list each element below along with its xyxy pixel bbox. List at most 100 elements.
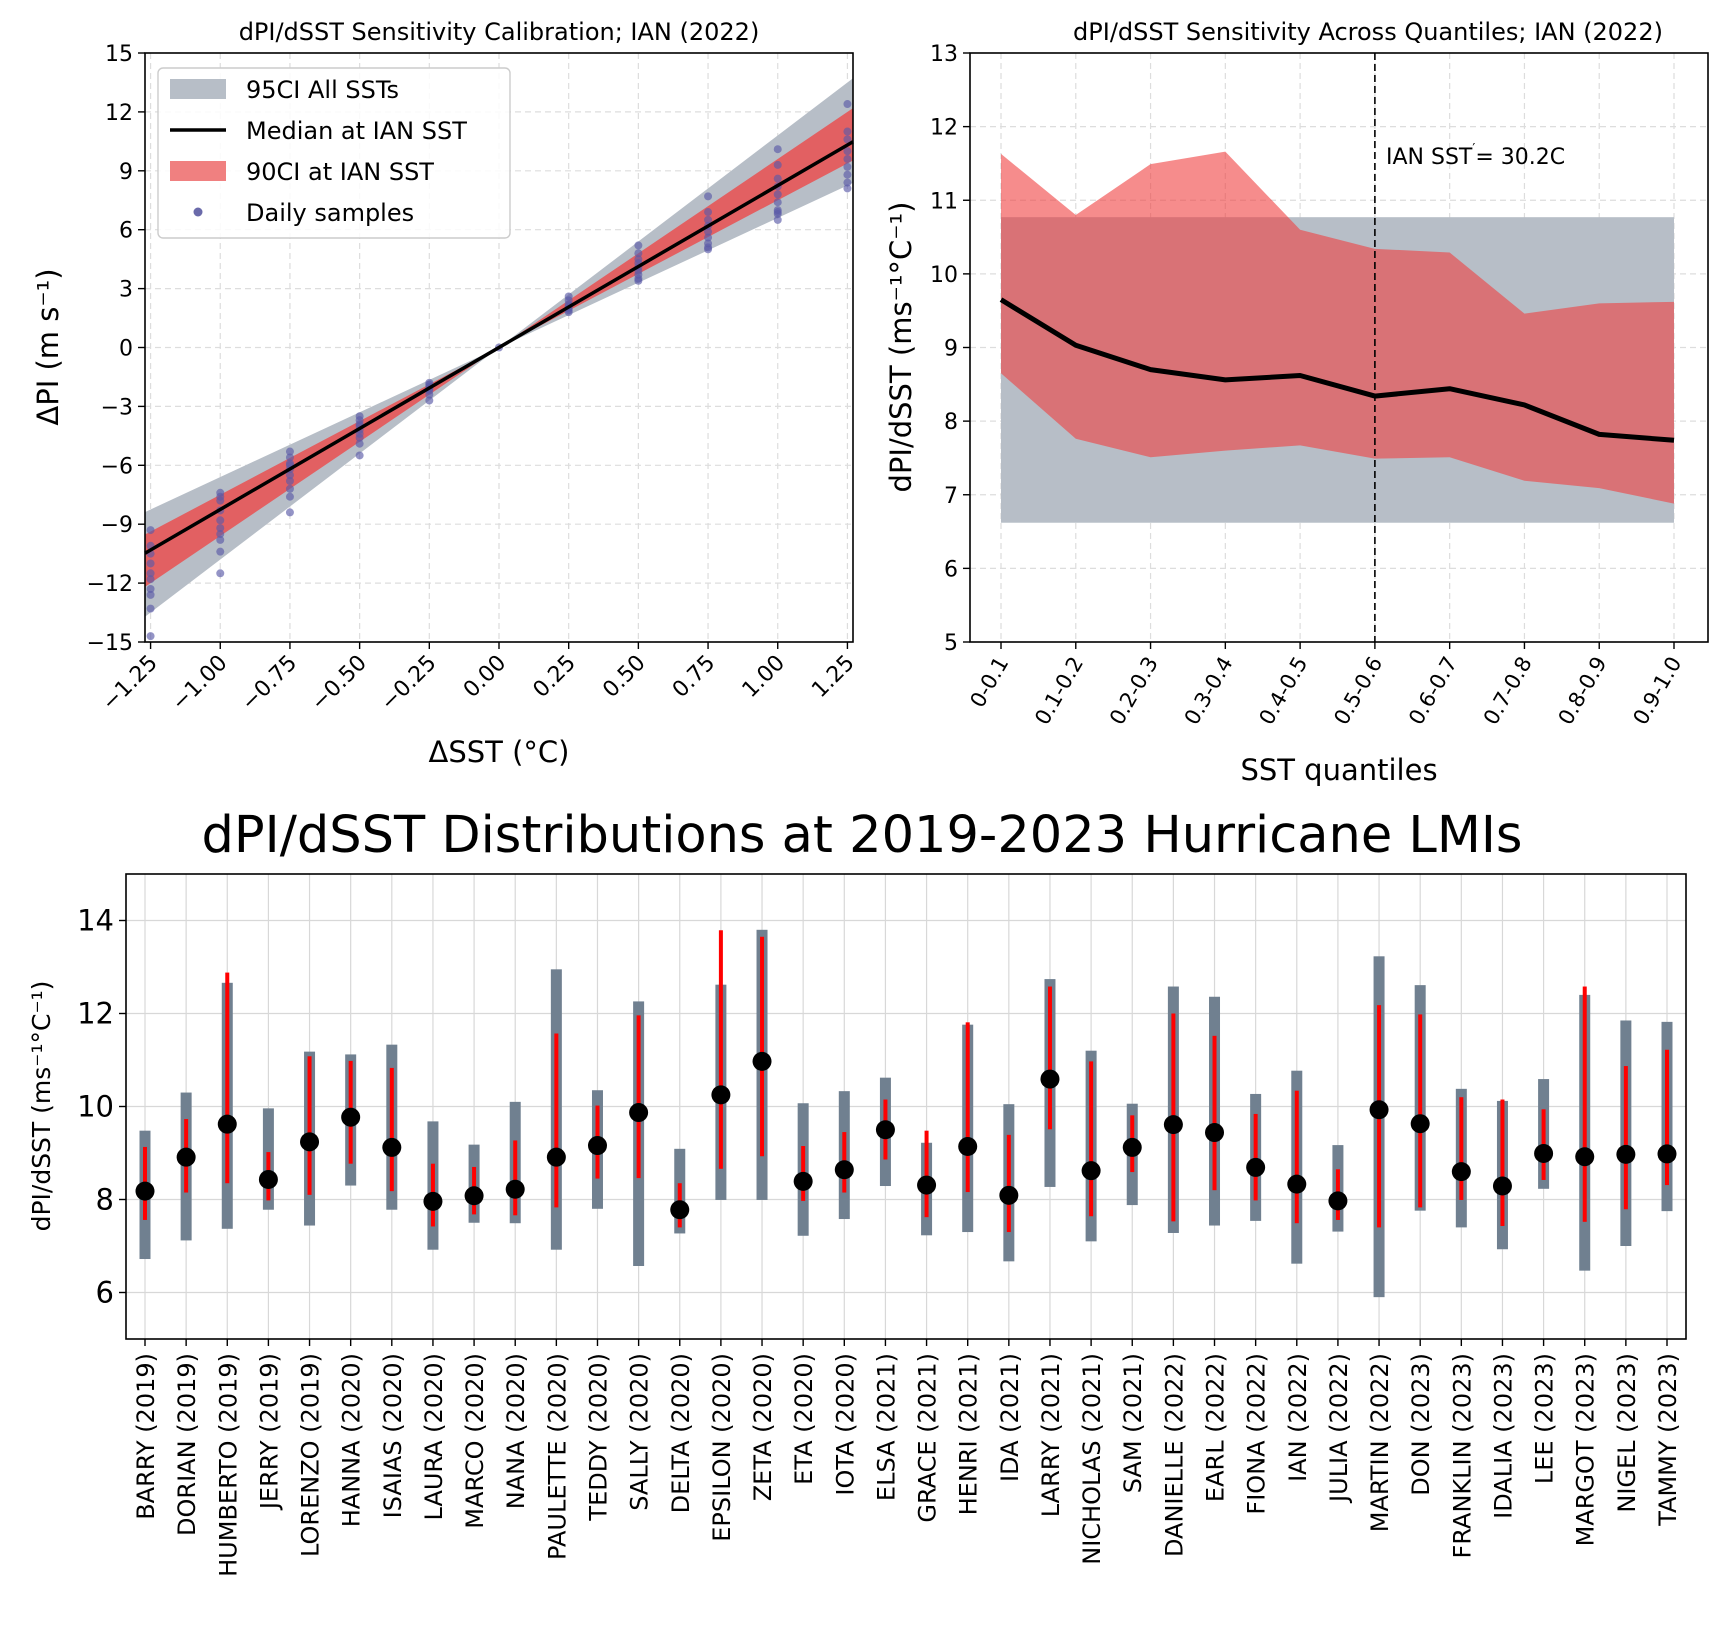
storm-label: NICHOLAS (2021) xyxy=(1078,1353,1106,1565)
red-range-bar xyxy=(924,1130,929,1218)
calibration-y-tick-label: −12 xyxy=(87,572,133,597)
daily-sample-point xyxy=(843,147,852,156)
median-marker xyxy=(1575,1147,1595,1167)
red-range-bar xyxy=(1253,1113,1258,1201)
median-marker xyxy=(1122,1137,1142,1157)
median-marker xyxy=(176,1147,196,1167)
storm-label: DORIAN (2019) xyxy=(173,1353,201,1536)
median-marker xyxy=(258,1170,278,1190)
daily-sample-point xyxy=(285,477,294,486)
storm-label: HUMBERTO (2019) xyxy=(214,1353,242,1577)
lmi-x-ticks: BARRY (2019) DORIAN (2019) HUMBERTO (2019)… xyxy=(132,1339,1682,1577)
calibration-ci95-band xyxy=(145,78,853,617)
median-marker xyxy=(999,1185,1019,1205)
calibration-y-tick-label: −9 xyxy=(101,513,133,538)
median-marker xyxy=(629,1103,649,1123)
storm-label: NANA (2020) xyxy=(502,1353,530,1509)
storm-label: DON (2023) xyxy=(1407,1353,1435,1496)
calibration-median-line xyxy=(144,140,854,555)
median-marker xyxy=(711,1085,731,1105)
legend-swatch-ci95 xyxy=(170,79,226,99)
daily-sample-point xyxy=(704,192,713,201)
calibration-y-tick-label: 9 xyxy=(119,160,133,185)
median-marker xyxy=(917,1175,937,1195)
calibration-y-tick-label: 12 xyxy=(105,101,133,126)
quantile-y-tick-label: 8 xyxy=(944,410,958,435)
daily-sample-point xyxy=(216,516,225,525)
calibration-x-tick-label: 0.75 xyxy=(668,651,720,703)
storm-label: SAM (2021) xyxy=(1119,1353,1147,1493)
quantile-y-ticks: 5 6 7 8 9 10 11 12 13 xyxy=(930,42,970,656)
calibration-y-tick-label: 15 xyxy=(105,42,133,67)
daily-sample-point xyxy=(355,433,364,442)
median-marker xyxy=(546,1147,566,1167)
storm-label: LAURA (2020) xyxy=(420,1353,448,1520)
daily-sample-point xyxy=(146,569,155,578)
storm-label: IOTA (2020) xyxy=(831,1353,859,1496)
legend-swatch-samples xyxy=(193,207,203,217)
lmi-distribution-chart: dPI/dSST Distributions at 2019-2023 Hurr… xyxy=(27,806,1687,1577)
daily-sample-point xyxy=(285,508,294,517)
red-range-bar xyxy=(1418,1014,1423,1208)
quantile-x-tick-label: 0.6-0.7 xyxy=(1404,653,1462,729)
lmi-y-tick-label: 12 xyxy=(77,997,114,1031)
legend-label-ci95: 95CI All SSTs xyxy=(246,76,399,104)
daily-sample-point xyxy=(216,530,225,539)
red-range-bar xyxy=(307,1056,312,1195)
median-marker xyxy=(1163,1115,1183,1135)
median-marker xyxy=(341,1107,361,1127)
calibration-x-ticks: −1.25 −1.00 −0.75 −0.50 −0.25 0.00 0.25 0.50 0.7… xyxy=(97,642,860,716)
quantile-x-tick-label: 0-0.1 xyxy=(965,653,1013,712)
red-range-bar xyxy=(1665,1049,1669,1186)
median-marker xyxy=(958,1136,978,1156)
median-marker xyxy=(464,1186,484,1206)
red-range-bar xyxy=(718,930,723,1169)
quantile-y-tick-label: 13 xyxy=(930,42,958,67)
storm-label: JERRY (2019) xyxy=(255,1353,283,1511)
quantile-x-label: SST quantiles xyxy=(1240,753,1437,787)
daily-sample-point xyxy=(216,524,225,533)
median-marker xyxy=(1369,1100,1389,1120)
lmi-y-label: dPI/dSST (ms⁻¹°C⁻¹) xyxy=(27,981,56,1232)
daily-sample-point xyxy=(704,215,713,224)
storm-label: MARTIN (2022) xyxy=(1366,1353,1394,1532)
red-range-bar xyxy=(1089,1061,1094,1217)
quantile-title: dPI/dSST Sensitivity Across Quantiles; I… xyxy=(1073,18,1663,46)
storm-label: GRACE (2021) xyxy=(914,1353,942,1523)
calibration-title: dPI/dSST Sensitivity Calibration; IAN (2… xyxy=(239,18,760,46)
lmi-error-bars xyxy=(135,929,1677,1298)
daily-sample-point xyxy=(773,208,782,217)
median-marker xyxy=(670,1200,690,1220)
red-range-bar xyxy=(636,1015,641,1179)
quantile-x-tick-label: 0.9-1.0 xyxy=(1628,653,1686,729)
quantile-x-tick-label: 0.8-0.9 xyxy=(1554,653,1612,729)
quantile-chart: 0-0.1 0.1-0.2 0.2-0.3 0.3-0.4 0.4-0.5 0.5-0.6… xyxy=(884,18,1709,787)
daily-sample-point xyxy=(146,604,155,613)
quantile-x-ticks: 0-0.1 0.1-0.2 0.2-0.3 0.3-0.4 0.4-0.5 0.5-0.6… xyxy=(965,642,1686,729)
daily-sample-point xyxy=(704,227,713,236)
storm-label: BARRY (2019) xyxy=(132,1353,160,1520)
calibration-x-label: ΔSST (°C) xyxy=(429,735,570,769)
calibration-x-tick-label: −1.00 xyxy=(167,651,232,716)
daily-sample-point xyxy=(773,174,782,183)
daily-sample-point xyxy=(704,208,713,217)
daily-sample-point xyxy=(843,100,852,109)
red-range-bar xyxy=(1623,1066,1628,1210)
daily-sample-point xyxy=(634,249,643,258)
calibration-x-tick-label: 1.25 xyxy=(807,651,859,703)
storm-label: ZETA (2020) xyxy=(749,1353,777,1501)
median-marker xyxy=(1246,1157,1266,1177)
daily-sample-point xyxy=(773,160,782,169)
daily-sample-point xyxy=(773,145,782,154)
calibration-x-tick-label: −1.25 xyxy=(97,651,162,716)
calibration-chart: −1.25 −1.00 −0.75 −0.50 −0.25 0.00 0.25 0.50 0.7… xyxy=(31,18,860,769)
storm-label: MARCO (2020) xyxy=(461,1353,489,1529)
median-marker xyxy=(217,1114,237,1134)
calibration-x-tick-label: 0.25 xyxy=(529,651,581,703)
daily-sample-point xyxy=(425,390,434,399)
calibration-x-tick-label: −0.75 xyxy=(237,651,302,716)
median-marker xyxy=(1410,1114,1430,1134)
lmi-y-tick-label: 10 xyxy=(77,1090,114,1124)
storm-label: SALLY (2020) xyxy=(626,1353,654,1511)
red-range-bar xyxy=(1212,1035,1217,1191)
